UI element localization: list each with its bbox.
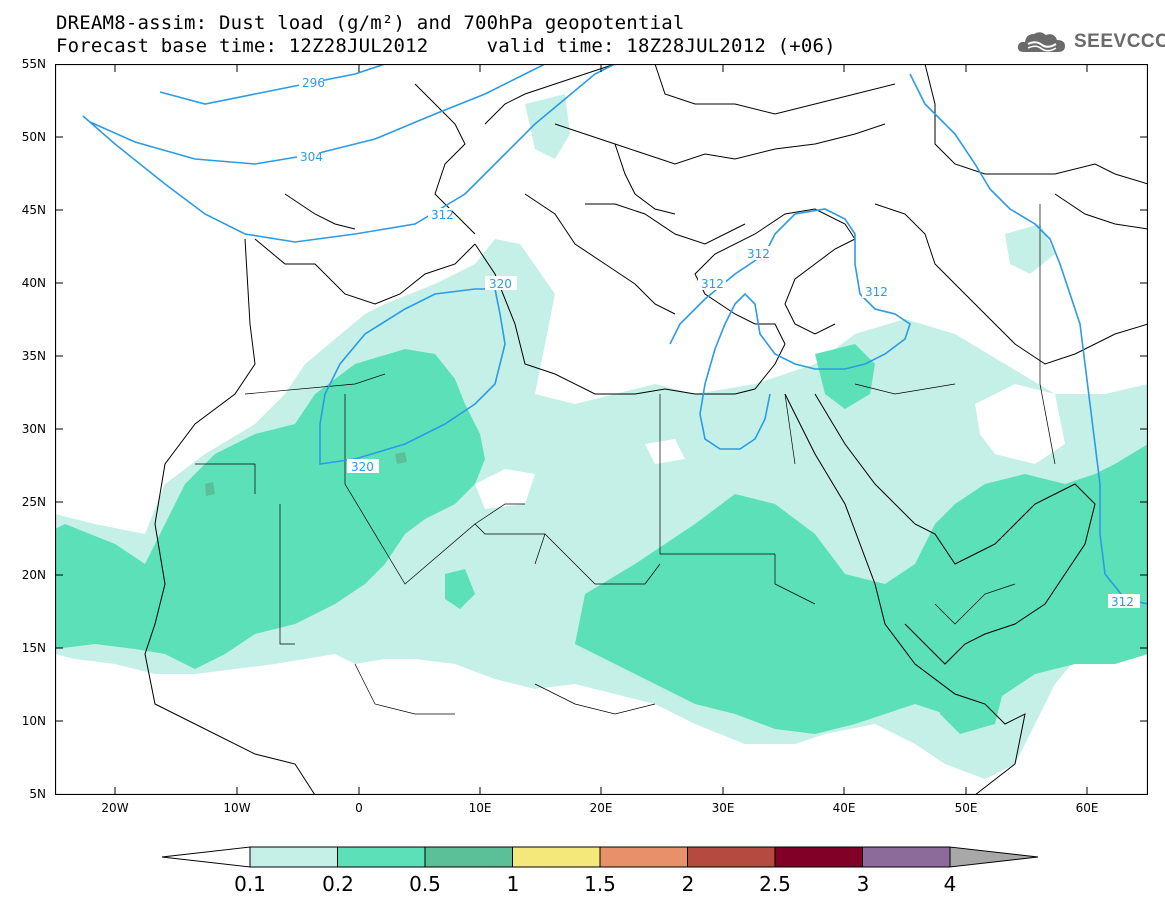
lon-label: 50E xyxy=(954,801,978,815)
contour-label: 312 xyxy=(701,277,724,291)
lon-label: 20W xyxy=(101,801,129,815)
map-canvas: 296 304 312 320 320 312 312 312 312 xyxy=(55,64,1148,795)
cloud-icon xyxy=(1017,32,1065,52)
colorbar-swatch xyxy=(424,846,513,868)
lat-label: 35N xyxy=(21,349,46,363)
colorbar-label: 2.5 xyxy=(759,872,791,896)
logo-text: SEEVCCC xyxy=(1074,31,1165,52)
dust-shade-dark-spot-1 xyxy=(395,452,407,464)
contour-label: 320 xyxy=(351,460,374,474)
lat-label: 25N xyxy=(21,495,46,509)
colorbar-swatch xyxy=(249,846,338,868)
dust-shade-medium-small xyxy=(445,569,475,609)
lat-label: 5N xyxy=(29,787,46,801)
dust-shade-dark-spot-2 xyxy=(205,482,215,496)
colorbar-label: 2 xyxy=(681,872,695,896)
contour-296 xyxy=(159,64,386,105)
dust-shade-medium-sahara xyxy=(55,349,485,669)
lon-label: 60E xyxy=(1075,801,1099,815)
colorbar-over-arrow xyxy=(949,846,1039,868)
lat-label: 45N xyxy=(21,203,46,217)
contour-label: 312 xyxy=(747,247,770,261)
colorbar-swatch xyxy=(599,846,688,868)
lat-label: 20N xyxy=(21,568,46,582)
lon-label: 10E xyxy=(468,801,492,815)
map-title: DREAM8-assim: Dust load (g/m²) and 700hP… xyxy=(56,12,685,34)
colorbar-swatch xyxy=(687,846,776,868)
map-subtitle-times: Forecast base time: 12Z28JUL2012 valid t… xyxy=(56,35,836,57)
colorbar-label: 0.5 xyxy=(409,872,441,896)
dust-shade-medium-east-africa xyxy=(575,444,1148,734)
contour-label: 296 xyxy=(302,76,325,90)
lat-label: 30N xyxy=(21,422,46,436)
contour-label: 312 xyxy=(1111,595,1134,609)
dust-shade-medium-arabia-north xyxy=(815,344,875,409)
lon-label: 40E xyxy=(832,801,856,815)
lat-label: 15N xyxy=(21,641,46,655)
colorbar-label: 3 xyxy=(856,872,870,896)
contour-312-west xyxy=(82,64,616,243)
colorbar-label: 1 xyxy=(506,872,520,896)
dust-shade-light-east xyxy=(1005,224,1055,274)
lat-label: 40N xyxy=(21,276,46,290)
lat-label: 50N xyxy=(21,130,46,144)
lat-label: 55N xyxy=(21,57,46,71)
lon-label: 30E xyxy=(711,801,735,815)
colorbar-under-arrow xyxy=(161,846,251,868)
lat-label: 10N xyxy=(21,714,46,728)
contour-label: 304 xyxy=(300,150,323,164)
colorbar-label: 0.2 xyxy=(322,872,354,896)
seevccc-logo: SEEVCCC xyxy=(1016,28,1165,56)
colorbar-swatch xyxy=(337,846,426,868)
colorbar-swatch xyxy=(512,846,601,868)
dust-shade-light-north xyxy=(525,94,570,159)
colorbar-label: 0.1 xyxy=(234,872,266,896)
colorbar-swatch xyxy=(862,846,951,868)
contour-label: 320 xyxy=(489,277,512,291)
contour-label: 312 xyxy=(431,208,454,222)
colorbar-swatch xyxy=(774,846,863,868)
colorbar-label: 4 xyxy=(943,872,957,896)
lon-label: 20E xyxy=(589,801,613,815)
contour-label: 312 xyxy=(865,285,888,299)
lon-label: 10W xyxy=(223,801,251,815)
lon-label: 0 xyxy=(355,801,363,815)
contour-304 xyxy=(89,64,546,165)
colorbar-label: 1.5 xyxy=(584,872,616,896)
contour-312-east xyxy=(669,208,911,450)
contour-312-caspian xyxy=(909,73,1148,605)
colorbar xyxy=(161,846,1039,868)
